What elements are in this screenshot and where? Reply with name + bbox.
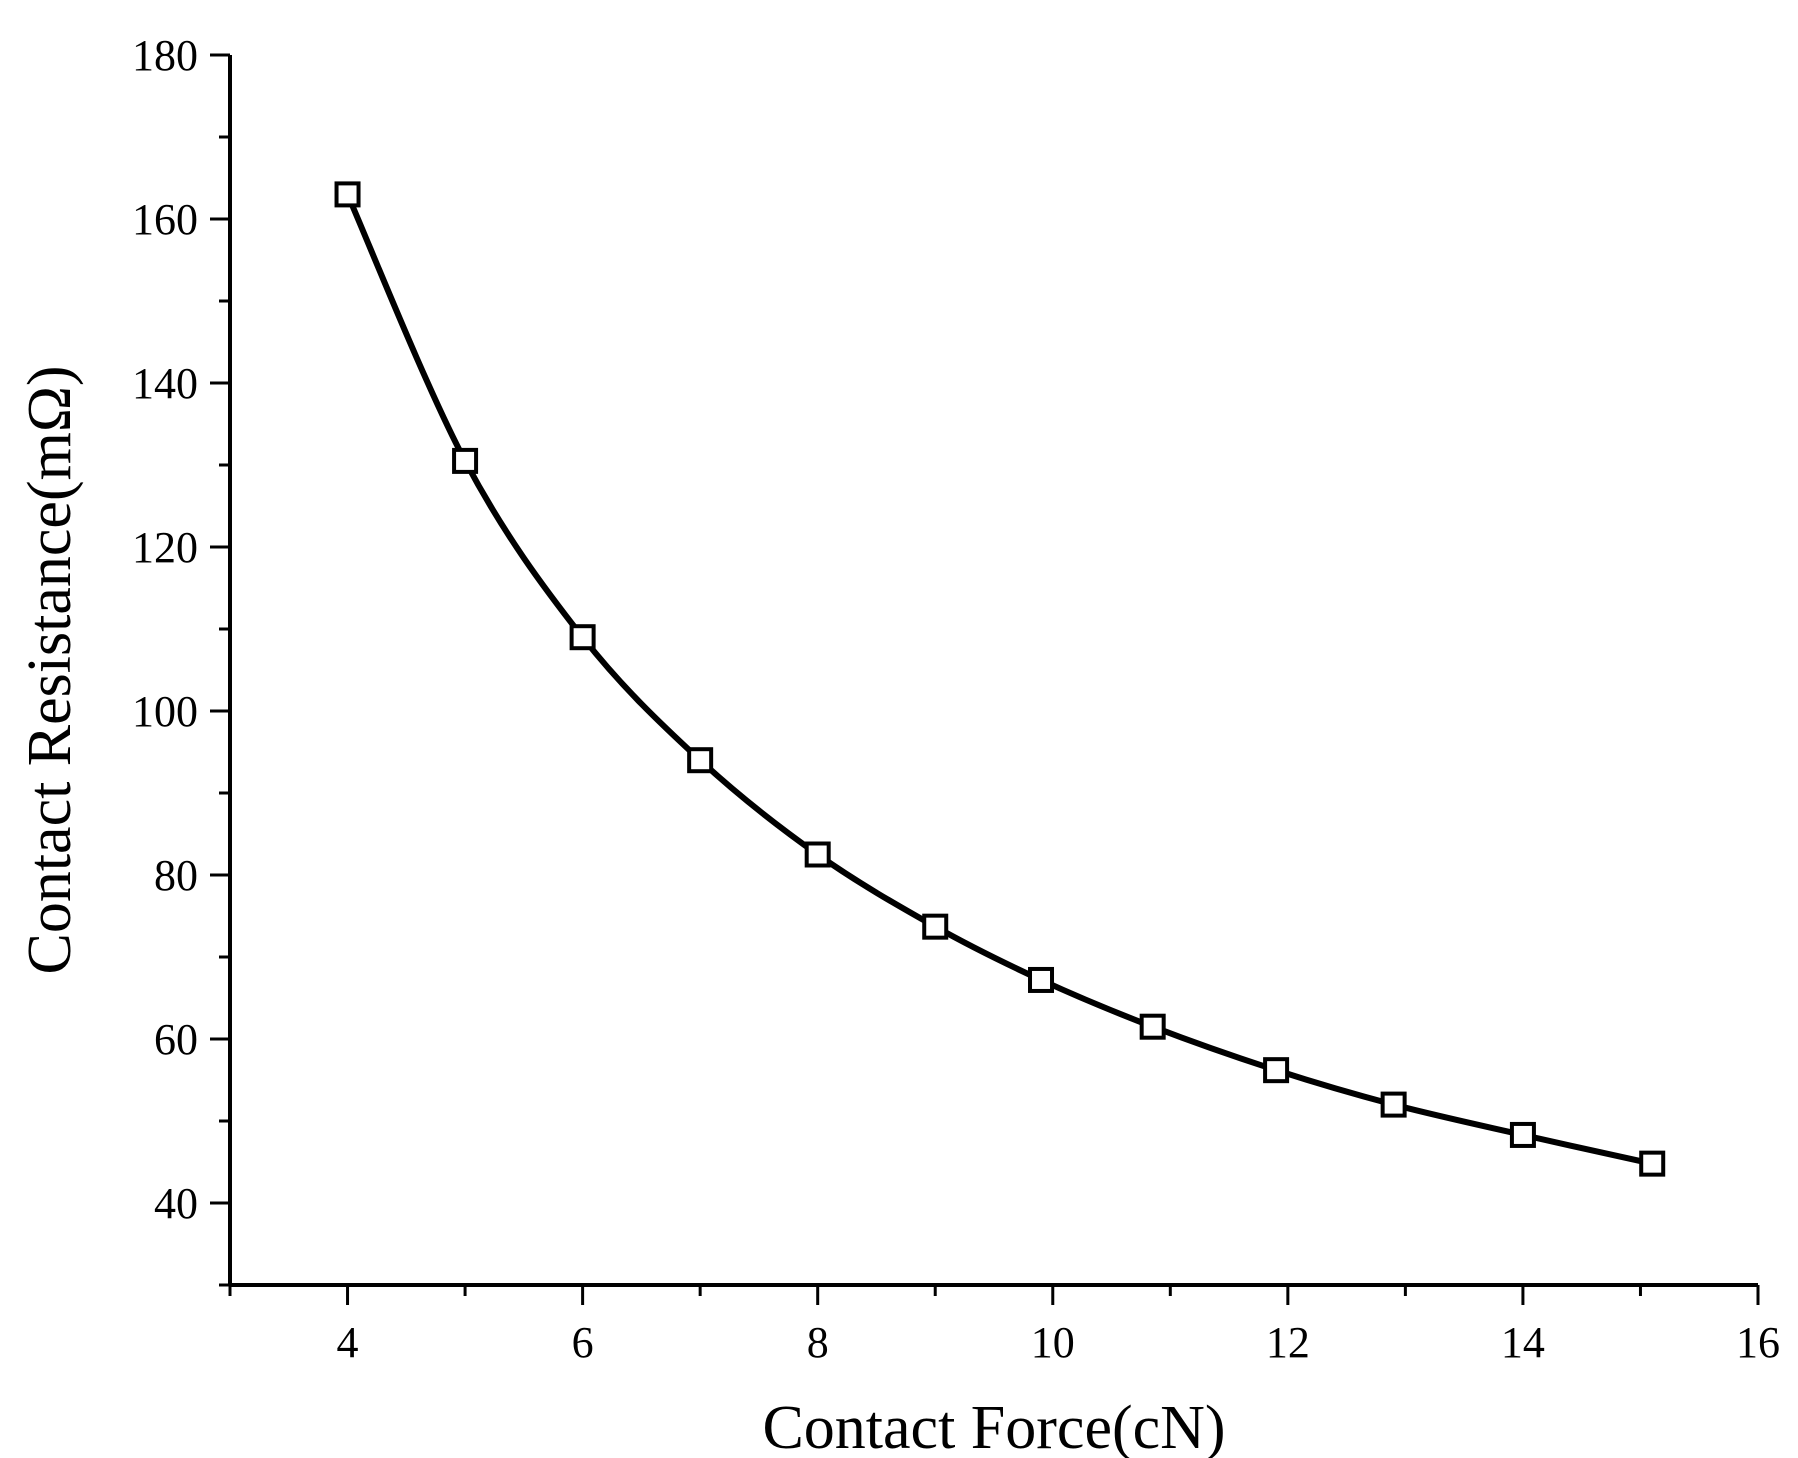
data-point [804, 841, 831, 868]
data-point [334, 181, 361, 208]
y-tick-label: 140 [132, 359, 198, 408]
x-tick-label: 4 [337, 1318, 359, 1367]
data-point [687, 747, 714, 774]
data-point [922, 913, 949, 940]
x-tick-label: 8 [807, 1318, 829, 1367]
x-tick-label: 10 [1031, 1318, 1075, 1367]
y-tick-label: 40 [154, 1179, 198, 1228]
y-axis-title: Contact Resistance(mΩ) [16, 365, 84, 974]
y-tick-label: 80 [154, 851, 198, 900]
series-line [344, 193, 1653, 1167]
data-point [569, 624, 596, 651]
data-point [1263, 1057, 1290, 1084]
data-point [1380, 1091, 1407, 1118]
x-tick-label: 12 [1266, 1318, 1310, 1367]
y-tick-label: 160 [132, 195, 198, 244]
y-tick-label: 180 [132, 31, 198, 80]
data-point [452, 447, 479, 474]
x-tick-label: 16 [1736, 1318, 1780, 1367]
y-tick-label: 120 [132, 523, 198, 572]
data-point [1639, 1150, 1666, 1177]
axes: 4 6 8 10 12 14 16 40 60 80 100 120 140 160 180 [132, 31, 1780, 1367]
series-layer [334, 181, 1666, 1177]
x-tick-label: 6 [572, 1318, 594, 1367]
data-point [1028, 966, 1055, 993]
y-tick-label: 100 [132, 687, 198, 736]
x-tick-label: 14 [1501, 1318, 1545, 1367]
x-axis-title: Contact Force(cN) [762, 1394, 1225, 1458]
data-point [1139, 1013, 1166, 1040]
data-point [1509, 1121, 1536, 1148]
y-tick-label: 60 [154, 1015, 198, 1064]
